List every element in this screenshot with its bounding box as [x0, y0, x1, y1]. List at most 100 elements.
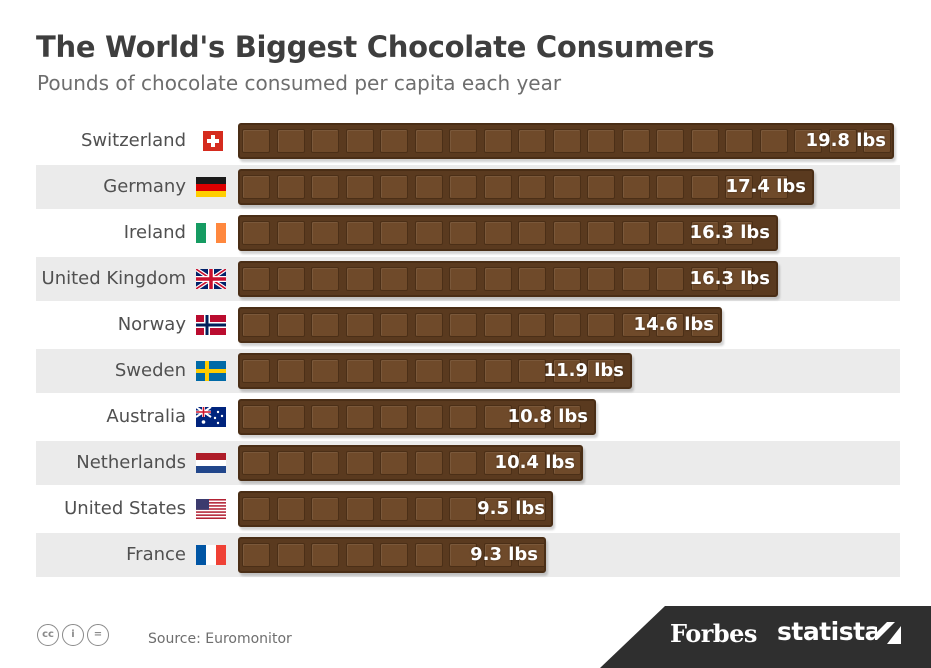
netherlands-flag-icon	[196, 453, 226, 473]
chocolate-segment	[380, 313, 408, 337]
chocolate-segment	[242, 405, 270, 429]
chocolate-segment	[414, 313, 443, 337]
value-label: 16.3 lbs	[689, 222, 770, 243]
chocolate-segment	[725, 129, 753, 153]
chocolate-segment	[380, 451, 408, 475]
chocolate-segment	[414, 497, 443, 521]
chart-row: Sweden 11.9 lbs	[36, 349, 900, 393]
chocolate-segment	[242, 129, 270, 153]
attribution-icon: i	[62, 624, 84, 646]
value-label: 10.8 lbs	[507, 406, 588, 427]
category-label: United Kingdom	[41, 268, 186, 289]
chocolate-segment	[311, 451, 339, 475]
chocolate-segment	[621, 267, 650, 291]
chocolate-segment	[380, 221, 408, 245]
chocolate-segment	[449, 267, 477, 291]
chocolate-segment	[276, 497, 305, 521]
chocolate-segment	[311, 359, 339, 383]
chocolate-segment	[483, 497, 512, 521]
no-derivatives-icon: =	[87, 624, 109, 646]
chocolate-bar: 19.8 lbs	[238, 123, 894, 159]
chocolate-segment	[656, 221, 684, 245]
chocolate-segment	[311, 221, 339, 245]
chocolate-segment	[276, 359, 305, 383]
chocolate-segment	[380, 543, 408, 567]
chocolate-segment	[345, 129, 374, 153]
chocolate-bar: 16.3 lbs	[238, 215, 778, 251]
chocolate-segment	[449, 497, 477, 521]
chocolate-segment	[276, 543, 305, 567]
chocolate-segment	[242, 359, 270, 383]
chocolate-segment	[828, 129, 857, 153]
chocolate-segment	[518, 543, 544, 567]
chocolate-segment	[380, 267, 408, 291]
chocolate-segment	[380, 175, 408, 199]
chocolate-segment	[276, 313, 305, 337]
chocolate-segment	[725, 175, 753, 199]
chocolate-segment	[483, 313, 512, 337]
chocolate-segment	[311, 405, 339, 429]
chocolate-segment	[414, 543, 443, 567]
chocolate-bar: 17.4 lbs	[238, 169, 814, 205]
chocolate-segment	[552, 175, 581, 199]
chocolate-segment	[690, 221, 719, 245]
chocolate-segment	[483, 451, 512, 475]
value-label: 14.6 lbs	[633, 314, 714, 335]
chocolate-segment	[518, 451, 546, 475]
chocolate-segment	[587, 175, 615, 199]
chocolate-segment	[345, 497, 374, 521]
chocolate-segment	[449, 175, 477, 199]
chocolate-bar: 14.6 lbs	[238, 307, 722, 343]
chocolate-segment	[552, 129, 581, 153]
category-label: Ireland	[123, 222, 186, 243]
chocolate-segment	[552, 221, 581, 245]
chocolate-segment	[242, 543, 270, 567]
chocolate-segment	[552, 267, 581, 291]
chocolate-segment	[276, 221, 305, 245]
chocolate-segment	[311, 175, 339, 199]
chocolate-segment	[656, 129, 684, 153]
chocolate-segment	[587, 267, 615, 291]
chocolate-segment	[552, 313, 581, 337]
chocolate-segment	[518, 221, 546, 245]
chocolate-segment	[242, 221, 270, 245]
chocolate-segment	[863, 129, 891, 153]
license-icons: cc i =	[37, 624, 109, 646]
ireland-flag-icon	[196, 223, 226, 243]
chart-row: Norway 14.6 lbs	[36, 303, 900, 347]
australia-flag-icon	[196, 407, 226, 427]
chocolate-segment	[414, 451, 443, 475]
chocolate-bar: 9.3 lbs	[238, 537, 546, 573]
category-label: Switzerland	[81, 130, 186, 151]
chart-row: United States 9.5 lbs	[36, 487, 900, 531]
value-label: 10.4 lbs	[494, 452, 575, 473]
chocolate-segment	[552, 359, 581, 383]
chart-subtitle: Pounds of chocolate consumed per capita …	[37, 71, 562, 95]
chocolate-segment	[621, 221, 650, 245]
chocolate-segment	[483, 175, 512, 199]
switzerland-flag-icon	[196, 131, 226, 151]
chart-row: United Kingdom 16.3 lbs	[36, 257, 900, 301]
united-states-flag-icon	[196, 499, 226, 519]
chocolate-segment	[690, 267, 719, 291]
chocolate-segment	[587, 221, 615, 245]
chocolate-segment	[518, 313, 546, 337]
chocolate-segment	[552, 405, 581, 429]
chart-row: Germany 17.4 lbs	[36, 165, 900, 209]
chocolate-segment	[380, 359, 408, 383]
chocolate-segment	[414, 267, 443, 291]
statista-mark-icon	[877, 622, 901, 644]
chocolate-segment	[345, 451, 374, 475]
chocolate-segment	[725, 221, 753, 245]
value-label: 19.8 lbs	[805, 130, 886, 151]
chocolate-segment	[242, 497, 270, 521]
chocolate-segment	[276, 267, 305, 291]
chocolate-segment	[656, 175, 684, 199]
chocolate-segment	[449, 543, 477, 567]
united-kingdom-flag-icon	[196, 269, 226, 289]
chocolate-segment	[242, 313, 270, 337]
chocolate-segment	[414, 405, 443, 429]
chart-row: Netherlands 10.4 lbs	[36, 441, 900, 485]
value-label: 9.5 lbs	[477, 498, 545, 519]
value-label: 9.3 lbs	[470, 544, 538, 565]
